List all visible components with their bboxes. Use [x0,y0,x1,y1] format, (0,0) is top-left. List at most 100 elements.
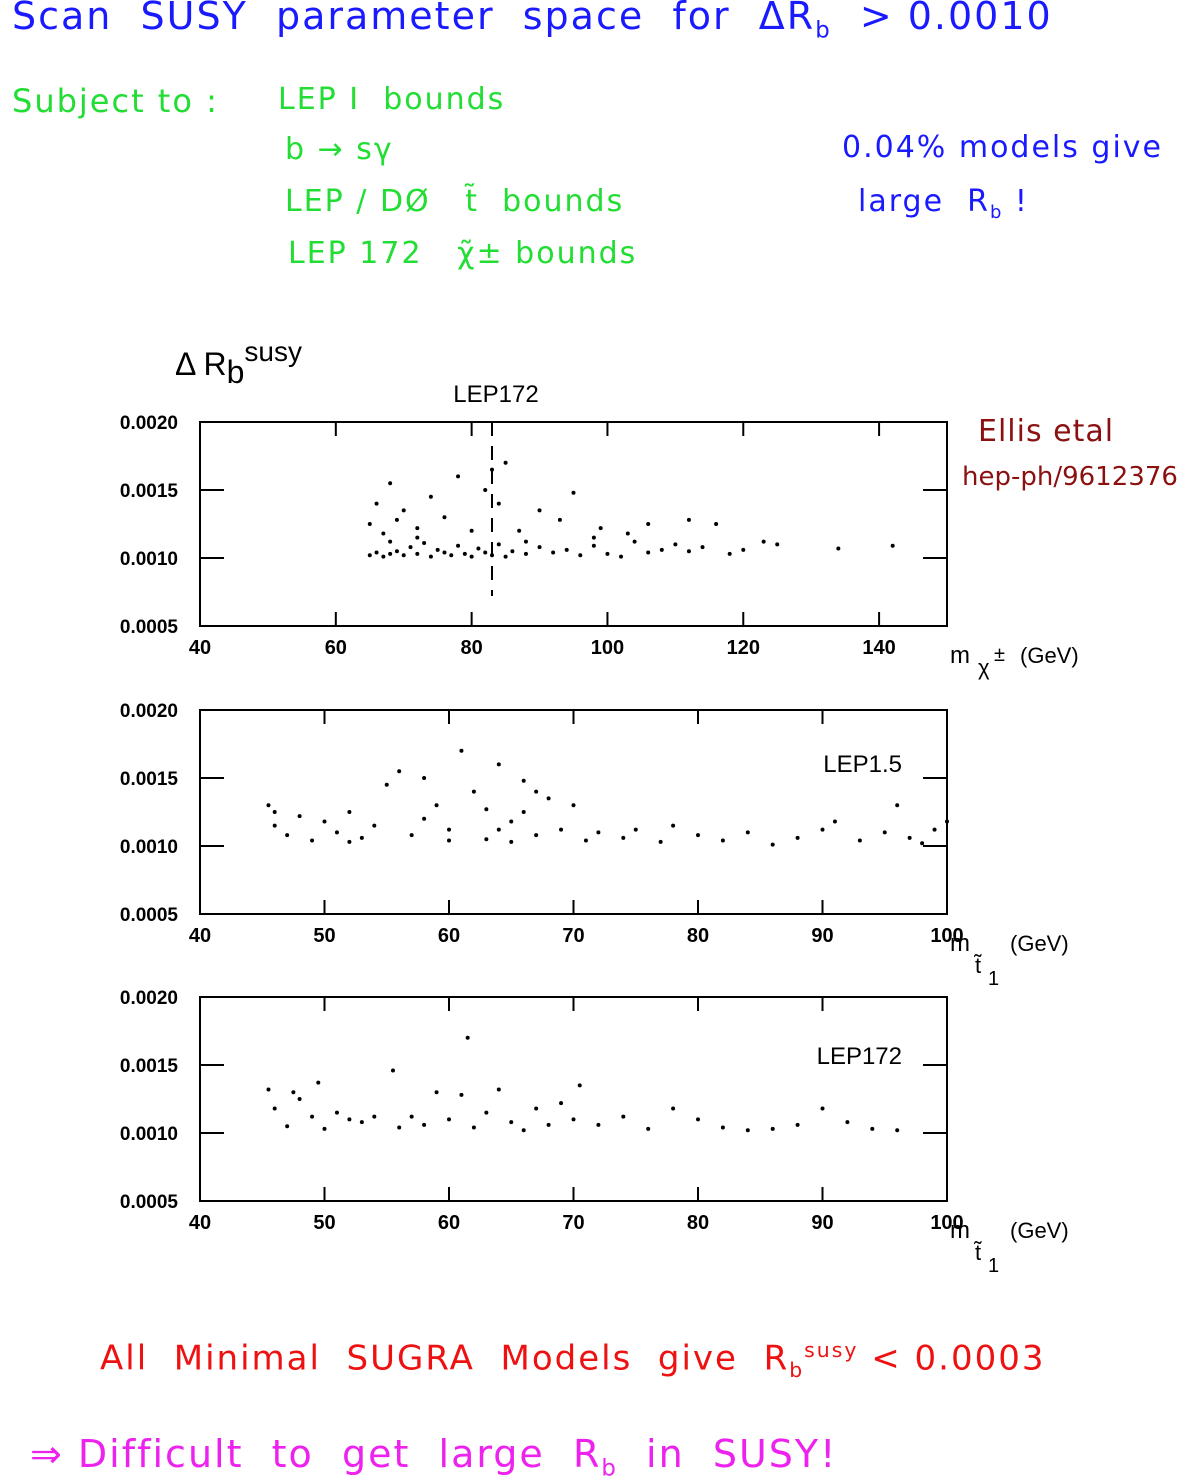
point [297,1097,302,1101]
point [334,1110,339,1115]
y-tick-label: 0.0010 [120,837,178,858]
point [381,531,386,536]
point [359,835,364,840]
point [882,830,887,835]
point [384,782,389,787]
annotation: LEP1.5 [823,751,902,778]
point [521,1128,526,1133]
note-sub: b [989,202,1004,223]
point [509,819,514,824]
point [447,827,451,832]
point [272,810,277,814]
point [673,542,678,547]
constraint: LEP 172 χ̃± bounds [288,236,638,271]
x-tick-label: 70 [562,1212,584,1234]
point [534,789,539,794]
point [700,545,705,550]
point [291,1090,296,1095]
x-tick-label: 50 [313,1212,335,1234]
point [272,823,277,828]
point [625,531,630,536]
x-tick-label: 90 [811,1212,833,1234]
point [310,838,315,843]
point [459,1092,464,1097]
point [471,1125,476,1130]
point [388,551,393,556]
conclusion: All Minimal SUGRA Models give Rbsusy < 0… [100,1338,1046,1382]
x-axis-label: m [950,642,970,669]
point [496,827,501,832]
point [462,551,467,556]
point [367,553,372,558]
x-tick-label: 100 [930,1212,963,1234]
point [359,1120,364,1125]
point [621,835,626,840]
point [456,543,461,548]
reference-authors: Ellis etal [978,414,1115,449]
point [459,748,464,753]
annotation: LEP172 [817,1043,902,1070]
point [621,1114,626,1119]
point [415,535,420,540]
point [534,1106,539,1111]
point [510,549,515,554]
constraint: LEP I bounds [278,82,506,117]
point [401,553,406,558]
x-axis-label-sub: 1 [988,1255,999,1277]
point [447,1117,451,1122]
conclusion-sub: b [789,1358,805,1383]
point [415,526,420,531]
point [496,762,501,767]
point [598,526,603,531]
point [409,833,414,838]
note-tail: ! [1003,184,1029,219]
y-tick-label: 0.0015 [120,481,179,502]
point [285,1124,290,1129]
point [537,545,542,550]
point [266,803,271,808]
point [537,508,542,513]
point [422,816,427,821]
point [605,551,610,556]
point [890,543,895,548]
y-tick-label: 0.0005 [120,617,179,638]
plot-frame [199,709,948,915]
point [571,803,576,808]
point [347,839,352,844]
point [671,823,676,828]
point [347,810,352,814]
point [465,1035,470,1040]
point [456,474,461,479]
point [521,778,526,783]
y-axis-label-main: Δ R [175,346,227,382]
point [397,1125,402,1130]
point [646,550,651,555]
point [820,827,825,832]
point [334,830,339,835]
point [496,1087,501,1092]
point [696,1117,700,1122]
x-tick-label: 100 [930,925,963,947]
point [435,547,440,552]
point [322,1126,327,1131]
point [633,827,638,832]
point [523,551,528,556]
note-text: large R [858,184,990,219]
point [434,803,439,808]
point [509,1120,514,1125]
point [895,1128,900,1133]
point [484,1110,489,1115]
point [517,528,522,533]
point [285,833,290,838]
point [559,827,564,832]
point [521,810,526,814]
x-tick-label: 40 [189,925,211,947]
point [434,1090,439,1095]
point [686,517,691,522]
point [428,554,433,559]
y-tick-label: 0.0005 [120,905,179,926]
point [490,467,495,472]
point [484,807,489,812]
